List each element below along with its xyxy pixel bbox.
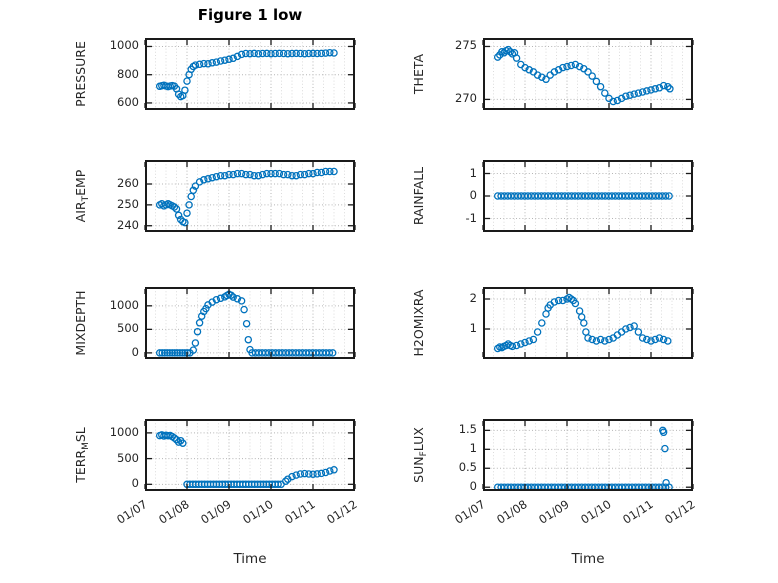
axes-box	[483, 160, 693, 232]
y-tick-label: 0	[131, 476, 139, 491]
y-tick-label: 250	[117, 196, 139, 211]
y-tick-label: 0	[131, 344, 139, 359]
subplot-sun-flux	[482, 419, 694, 491]
tick-marks	[144, 421, 356, 489]
subplot-pressure	[144, 38, 356, 110]
y-axis-label-text: LUX	[411, 427, 426, 452]
grid	[146, 39, 354, 109]
y-axis-label-air-temp: AIRTEMP	[72, 126, 91, 266]
subplot-air-temp	[144, 160, 356, 232]
y-axis-label-text: PRESSURE	[73, 41, 88, 107]
subplot-h2omixra	[482, 287, 694, 359]
x-axis-label-right: Time	[571, 551, 605, 567]
y-tick-label: 0.5	[458, 460, 477, 475]
subplot-theta	[482, 38, 694, 110]
grid	[146, 161, 354, 231]
y-axis-label-text: SUN	[411, 456, 426, 483]
scatter-points	[493, 45, 674, 106]
scatter-points	[493, 192, 673, 200]
subplot-rainfall	[482, 160, 694, 232]
y-axis-label-text: EMP	[73, 169, 88, 196]
y-tick-label: 1000	[109, 424, 139, 439]
axes-box	[483, 38, 693, 110]
y-axis-label-rainfall: RAINFALL	[410, 126, 428, 266]
y-axis-label-h2omixra: H2OMIXRA	[410, 253, 428, 393]
y-axis-label-text: SL	[73, 427, 88, 443]
tick-marks	[482, 289, 694, 357]
y-axis-label-pressure: PRESSURE	[72, 4, 90, 144]
y-axis-label-subscript: F	[419, 451, 429, 457]
y-tick-label: 0	[469, 479, 477, 494]
axes-box	[483, 419, 693, 491]
y-tick-label: -1	[465, 210, 477, 225]
y-tick-label: 500	[117, 450, 139, 465]
y-tick-label: 1000	[109, 38, 139, 53]
y-tick-label: 600	[117, 94, 139, 109]
x-axis-label-left: Time	[233, 551, 267, 567]
tick-marks	[482, 40, 694, 108]
y-tick-label: 275	[455, 38, 477, 53]
y-tick-label: 270	[455, 91, 477, 106]
scatter-points	[155, 48, 338, 101]
y-tick-label: 1	[469, 165, 477, 180]
grid	[484, 161, 692, 231]
tick-marks	[144, 289, 356, 357]
axes-box	[145, 287, 355, 359]
y-tick-label: 240	[117, 217, 139, 232]
y-axis-label-text: RAINFALL	[411, 166, 426, 226]
y-axis-label-subscript: M	[81, 442, 91, 450]
y-axis-label-theta: THETA	[410, 4, 428, 144]
y-tick-label: 500	[117, 321, 139, 336]
scatter-points	[493, 293, 672, 353]
y-tick-label: 1.5	[458, 422, 477, 437]
axes-box	[483, 287, 693, 359]
grid	[484, 420, 692, 490]
y-axis-label-text: TERR	[73, 449, 88, 483]
tick-marks	[144, 40, 356, 108]
y-axis-label-terr-msl: TERRMSL	[72, 385, 91, 525]
y-axis-label-subscript: T	[81, 195, 91, 202]
subplot-mixdepth	[144, 287, 356, 359]
figure-title: Figure 1 low	[197, 6, 303, 24]
grid	[146, 420, 354, 490]
y-axis-label-sun-flux: SUNFLUX	[410, 385, 429, 525]
subplot-terr-msl	[144, 419, 356, 491]
grid	[484, 39, 692, 109]
tick-marks	[482, 162, 694, 230]
scatter-points	[155, 431, 338, 489]
y-tick-label: 1	[469, 321, 477, 335]
tick-marks	[482, 421, 694, 489]
y-axis-label-text: AIR	[73, 201, 88, 223]
y-tick-label: 1	[469, 441, 477, 456]
y-tick-label: 2	[469, 291, 477, 305]
y-axis-label-text: MIXDEPTH	[73, 290, 88, 356]
tick-marks	[144, 162, 356, 230]
scatter-points	[155, 167, 338, 227]
y-axis-label-text: THETA	[411, 53, 426, 95]
y-tick-label: 260	[117, 176, 139, 190]
axes-box	[145, 160, 355, 232]
grid	[484, 288, 692, 358]
scatter-points	[155, 290, 337, 357]
y-axis-label-text: H2OMIXRA	[411, 289, 426, 357]
y-tick-label: 0	[469, 188, 477, 202]
y-axis-label-mixdepth: MIXDEPTH	[72, 253, 90, 393]
axes-box	[145, 419, 355, 491]
axes-box	[145, 38, 355, 110]
y-tick-label: 800	[117, 66, 139, 81]
y-tick-label: 1000	[109, 297, 139, 312]
